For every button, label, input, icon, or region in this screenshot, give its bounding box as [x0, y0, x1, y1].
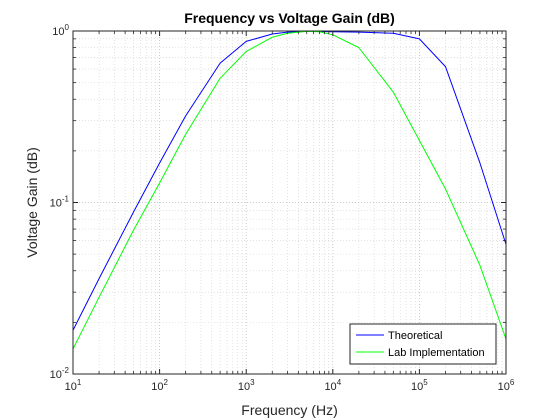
series-line-1 — [72, 30, 507, 331]
chart-title: Frequency vs Voltage Gain (dB) — [184, 10, 395, 26]
y-tick-label: 10-1 — [50, 195, 70, 210]
x-tick-label: 102 — [151, 378, 168, 393]
y-tick-label: 10-2 — [50, 366, 70, 381]
series-lines — [72, 30, 507, 350]
y-axis-label: Voltage Gain (dB) — [24, 147, 40, 258]
legend-label: Theoretical — [388, 330, 442, 342]
legend-box — [349, 323, 497, 365]
x-tick-label: 106 — [498, 378, 515, 393]
x-tick-label: 105 — [411, 378, 428, 393]
x-tick-label: 104 — [324, 378, 341, 393]
legend: Theoretical Lab Implementation — [349, 323, 497, 365]
series-line-2 — [72, 30, 507, 350]
grid-lines — [73, 31, 506, 374]
x-tick-label: 103 — [238, 378, 255, 393]
y-tick-label: 100 — [52, 23, 69, 38]
x-axis-label: Frequency (Hz) — [241, 402, 337, 418]
axis-ticks: 101 102 103 104 105 106 10-2 10-1 100 — [50, 23, 515, 393]
x-tick-label: 101 — [65, 378, 82, 393]
legend-label: Lab Implementation — [388, 347, 485, 359]
